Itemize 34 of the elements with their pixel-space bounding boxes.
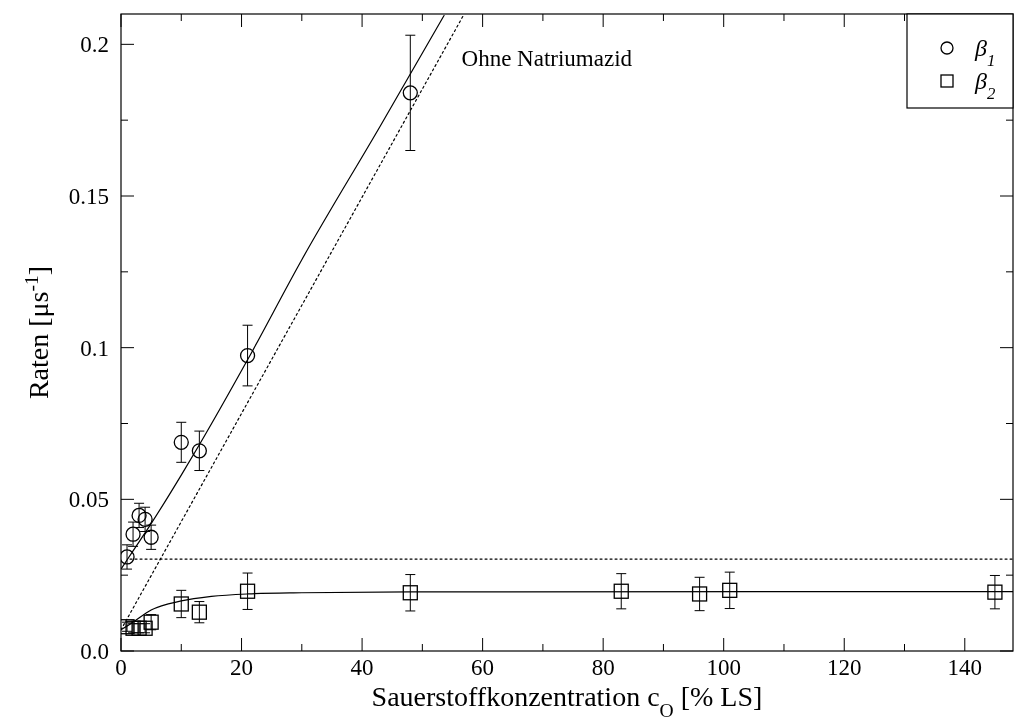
point — [239, 347, 256, 364]
x-tick-label: 120 — [826, 655, 862, 680]
legend-label: β$_{1}$ — [974, 35, 996, 70]
point — [239, 583, 256, 599]
y-tick-label: 0.05 — [68, 487, 109, 513]
point — [173, 434, 189, 450]
y-tick-label: 0.0 — [80, 639, 109, 665]
x-tick-label: 20 — [230, 655, 254, 680]
point — [691, 586, 708, 602]
point — [613, 583, 629, 599]
legend-label: β$_{2}$ — [974, 68, 996, 103]
point — [191, 443, 207, 459]
x-tick-label: 40 — [350, 655, 374, 680]
x-tick-label: 140 — [947, 655, 983, 680]
point — [402, 85, 418, 101]
point — [131, 507, 147, 524]
point — [191, 604, 207, 620]
annotation: Ohne Natriumazid — [461, 46, 633, 71]
point — [143, 529, 159, 545]
point — [173, 596, 189, 612]
x-tick-label: 0 — [115, 655, 127, 680]
point — [137, 511, 153, 527]
x-axis-title: Sauerstoffkonzentration c$_{O}$ [% LS] — [371, 681, 763, 721]
point — [402, 585, 418, 601]
x-tick-label: 100 — [706, 655, 741, 680]
y-tick-label: 0.1 — [80, 335, 109, 361]
point — [987, 584, 1003, 600]
y-tick-label: 0.2 — [80, 32, 109, 58]
point — [722, 582, 738, 598]
x-tick-label: 80 — [591, 655, 615, 680]
point — [125, 526, 141, 542]
x-tick-label: 60 — [471, 655, 495, 680]
point — [121, 549, 135, 565]
y-tick-label: 0.15 — [68, 184, 109, 210]
